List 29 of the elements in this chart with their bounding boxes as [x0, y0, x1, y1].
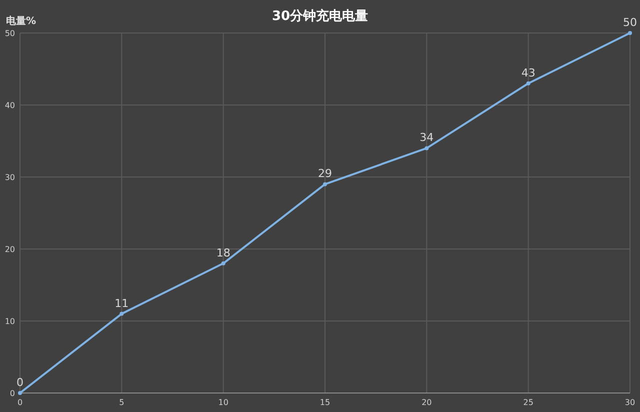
x-tick-label: 15	[320, 398, 330, 407]
x-tick-label: 5	[119, 398, 124, 407]
y-axis-title: 电量%	[6, 15, 36, 27]
point	[18, 391, 22, 395]
y-tick-label: 0	[10, 389, 15, 398]
point	[424, 146, 429, 150]
y-tick-label: 40	[4, 101, 15, 110]
y-tick-label: 10	[4, 317, 15, 326]
point	[526, 81, 530, 86]
y-tick-label: 20	[4, 245, 15, 254]
x-tick-label: 30	[624, 398, 636, 407]
point	[323, 182, 327, 186]
y-tick-label: 50	[4, 29, 15, 38]
point	[221, 261, 226, 266]
x-tick-label: 20	[422, 398, 432, 407]
point	[120, 312, 124, 316]
data-label: 43	[521, 66, 536, 80]
data-label: 34	[420, 131, 434, 144]
x-tick-label: 0	[17, 398, 23, 407]
data-label: 29	[318, 167, 332, 180]
data-label: 11	[114, 296, 129, 310]
data-label: 50	[623, 16, 637, 29]
x-tick-label: 10	[218, 398, 228, 407]
point	[628, 31, 632, 35]
x-tick-label: 25	[523, 398, 534, 407]
y-tick-label: 30	[4, 173, 15, 182]
chart-title: 30分钟充电电量	[272, 8, 368, 24]
data-label: 0	[16, 376, 24, 389]
data-label: 18	[216, 246, 230, 260]
